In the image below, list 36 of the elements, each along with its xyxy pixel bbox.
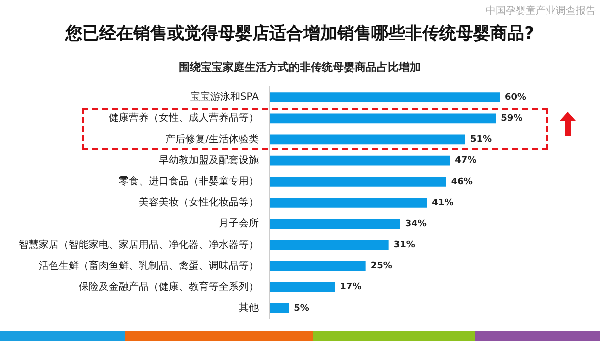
data-label: 5% — [294, 304, 310, 314]
y-tick-label: 美容美妆（女性化妆品等） — [139, 196, 259, 209]
data-label: 59% — [501, 114, 523, 124]
y-tick-label: 宝宝游泳和SPA — [190, 91, 260, 104]
bar — [270, 114, 496, 124]
data-label: 34% — [405, 219, 427, 230]
data-label: 51% — [470, 135, 492, 146]
data-label: 46% — [451, 177, 473, 188]
bar — [270, 304, 290, 314]
bar — [270, 240, 389, 250]
bar — [270, 219, 400, 230]
data-label: 17% — [340, 282, 362, 293]
y-tick-label: 健康营养（女性、成人营养品等） — [109, 112, 259, 124]
y-tick-label: 月子会所 — [219, 218, 259, 230]
y-tick-label: 零食、进口食品（非婴童专用） — [119, 176, 259, 188]
y-tick-label: 活色生鲜（畜肉鱼鲜、乳制品、禽蛋、调味品等） — [39, 260, 259, 272]
y-tick-label: 早幼教加盟及配套设施 — [159, 154, 259, 166]
bar — [270, 261, 366, 272]
bar — [270, 176, 446, 187]
chart-subtitle: 围绕宝宝家庭生活方式的非传统母婴商品占比增加 — [178, 60, 422, 75]
data-label: 41% — [432, 198, 454, 208]
y-tick-label: 保险及金融产品（健康、教育等全系列） — [79, 280, 259, 293]
y-tick-label: 其他 — [239, 302, 259, 314]
data-label: 47% — [455, 156, 477, 166]
data-label: 25% — [370, 262, 392, 272]
bar — [270, 156, 450, 166]
chart-title: 您已经在销售或觉得母婴店适合增加销售哪些非传统母婴商品? — [64, 23, 536, 45]
text: 中国孕婴童产业调查报告 — [486, 4, 596, 18]
bar — [270, 92, 500, 102]
y-tick-label: 智慧家居（智能家电、家居用品、净化器、净水器等） — [19, 238, 259, 251]
data-label: 60% — [505, 92, 527, 103]
bar — [270, 282, 336, 292]
bar — [270, 134, 466, 145]
y-tick-label: 产后修复/生活体验类 — [166, 133, 259, 146]
data-label: 31% — [394, 240, 416, 251]
bar — [270, 198, 428, 208]
